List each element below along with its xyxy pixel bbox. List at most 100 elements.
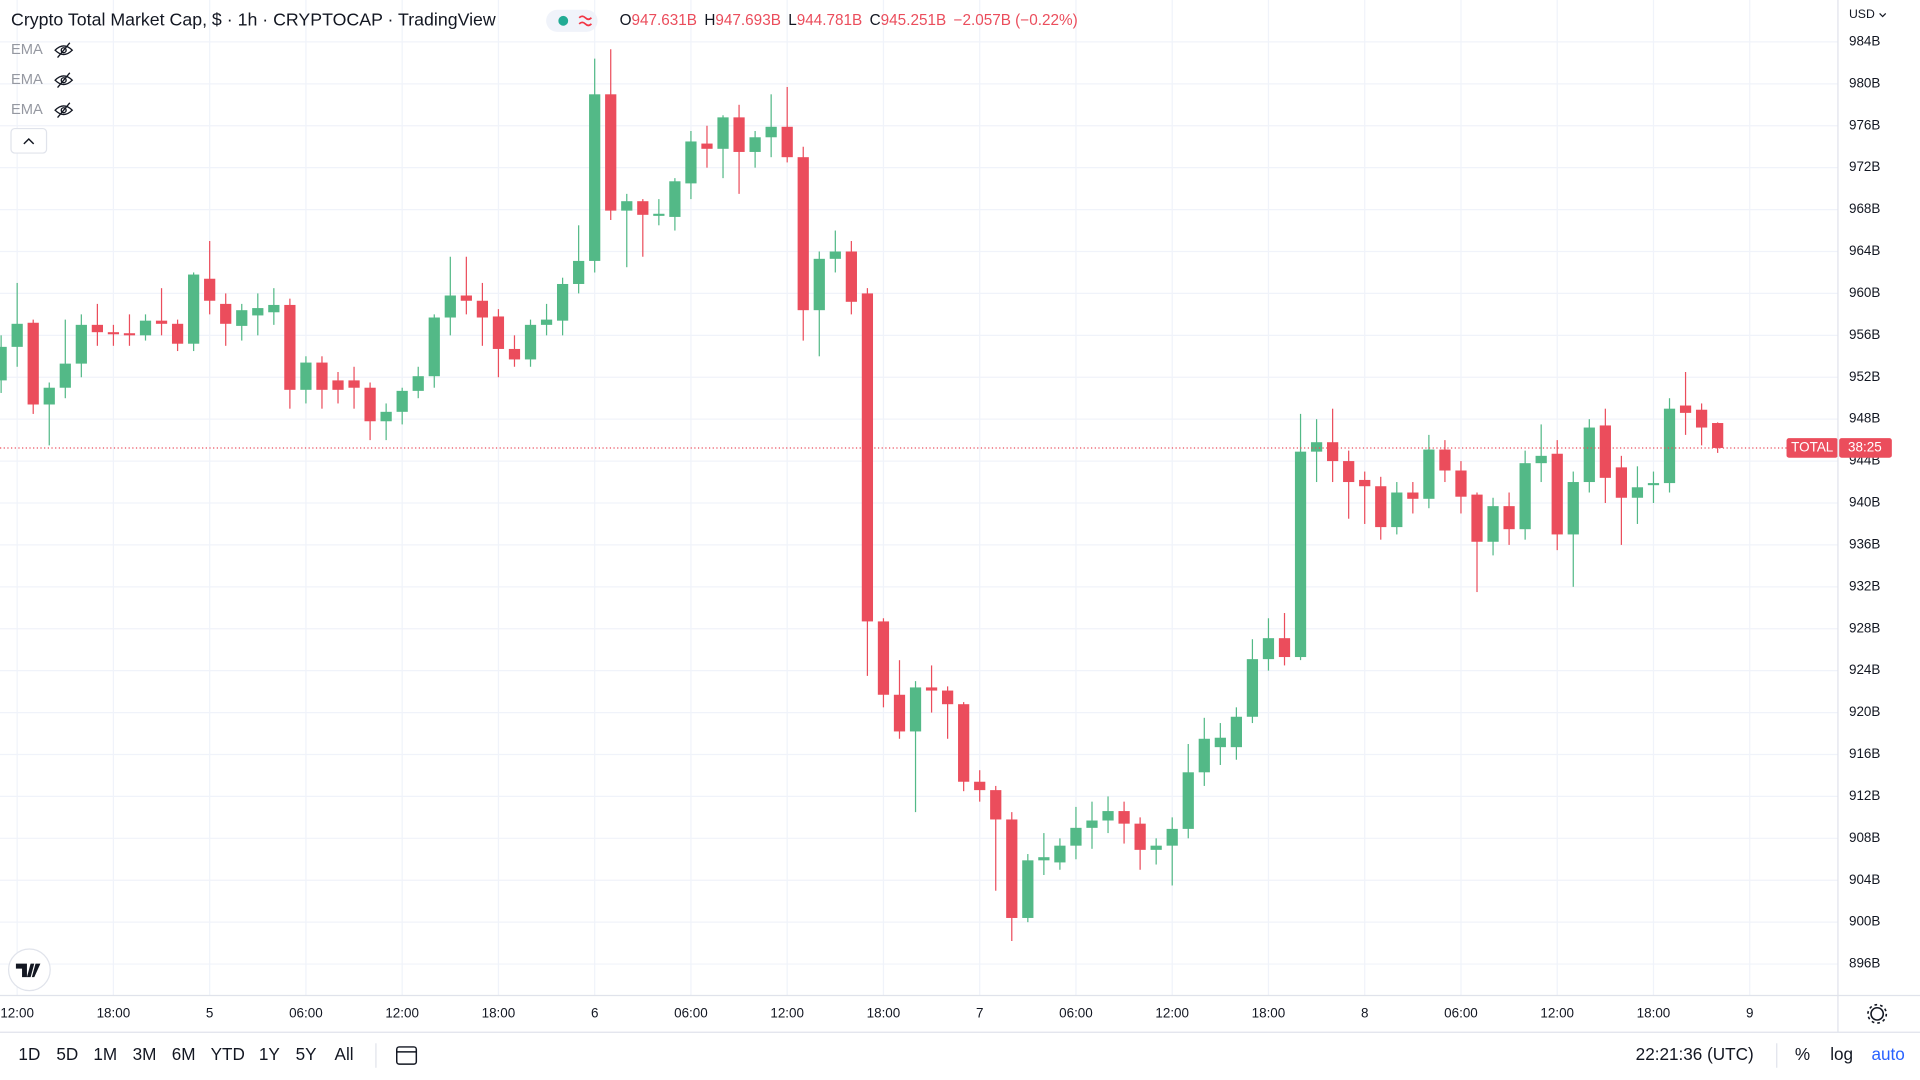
candle-body <box>540 319 553 325</box>
candle-body <box>75 324 87 364</box>
candle-body <box>1038 857 1050 861</box>
ohlc-label: O <box>620 12 632 29</box>
x-tick-label: 12:00 <box>770 1005 804 1020</box>
percent-toggle[interactable]: % <box>1795 1044 1810 1064</box>
candle-body <box>749 137 761 152</box>
candle-body <box>1631 487 1644 498</box>
logo <box>15 963 41 978</box>
x-tick-label: 8 <box>1361 1005 1368 1020</box>
indicator-name: EMA <box>11 72 43 88</box>
range-button[interactable]: 5Y <box>296 1044 318 1064</box>
candle-body <box>236 310 248 326</box>
candle-body <box>123 333 136 336</box>
candle-body <box>348 380 360 388</box>
candle-body <box>1567 482 1579 535</box>
candle-body <box>396 390 408 412</box>
candle-body <box>1198 738 1210 773</box>
candle-body <box>877 621 890 695</box>
range-button[interactable]: YTD <box>211 1044 245 1064</box>
range-button[interactable]: 1D <box>18 1044 40 1064</box>
x-tick-label: 18:00 <box>97 1005 131 1020</box>
date-range-icon[interactable] <box>396 1046 418 1065</box>
y-tick-label: 980B <box>1849 75 1880 90</box>
y-tick-label: 920B <box>1849 704 1880 719</box>
range-button[interactable]: 1M <box>93 1044 117 1064</box>
candle-body <box>412 376 424 391</box>
candle-body <box>1102 811 1114 821</box>
candle-body <box>1054 845 1066 863</box>
hidden-eye-icon[interactable] <box>54 72 74 88</box>
x-tick-label: 06:00 <box>289 1005 323 1020</box>
candle-body <box>508 348 521 360</box>
candle-body <box>332 380 344 390</box>
candle-body <box>845 251 857 302</box>
overlay: 896B 900B 904B 908B 912B 916B 920B 924B 928B 932B… <box>0 33 1892 1020</box>
candle-body <box>1327 442 1339 462</box>
x-tick-label: 12:00 <box>0 1005 34 1020</box>
candle-body <box>621 201 633 211</box>
candle-body <box>1455 470 1467 497</box>
candle-body <box>380 411 392 422</box>
grid <box>0 0 1838 996</box>
collapse-button[interactable] <box>10 127 48 154</box>
y-tick-label: 904B <box>1849 872 1880 887</box>
range-button[interactable]: 5D <box>56 1044 78 1064</box>
price-badge <box>1839 438 1892 458</box>
y-tick-label: 984B <box>1849 33 1880 48</box>
candle-body <box>300 362 312 390</box>
settings-icon[interactable] <box>1870 1006 1885 1021</box>
candle-body <box>813 258 825 311</box>
candle-body <box>781 126 793 158</box>
clock[interactable]: 22:21:36 (UTC) <box>1636 1044 1754 1064</box>
candle-body <box>252 308 264 316</box>
y-tick-label: 936B <box>1849 536 1880 551</box>
chart-title: Crypto Total Market Cap, $ · 1h · CRYPTO… <box>11 10 496 30</box>
candle-body <box>0 346 7 381</box>
x-tick-label: 18:00 <box>867 1005 901 1020</box>
range-button[interactable]: All <box>335 1044 354 1064</box>
series-badge <box>1786 438 1838 458</box>
settings-icon-teeth <box>1867 1003 1888 1024</box>
candle-body <box>605 94 617 211</box>
candle-body <box>797 157 809 311</box>
status-pill[interactable] <box>546 9 598 32</box>
candle-body <box>942 690 954 705</box>
candle-body <box>220 303 232 324</box>
candle-body <box>11 323 23 347</box>
x-tick-label: 06:00 <box>1059 1005 1093 1020</box>
hidden-eye-pupil <box>60 77 67 84</box>
candle-body <box>1182 772 1194 829</box>
range-button[interactable]: 6M <box>172 1044 196 1064</box>
ohlc-label: C <box>870 12 881 29</box>
range-button[interactable]: 1Y <box>259 1044 281 1064</box>
range-button[interactable]: 3M <box>133 1044 157 1064</box>
y-tick-label: 916B <box>1849 746 1880 761</box>
candle-body <box>1423 449 1435 499</box>
candle-body <box>1278 638 1291 658</box>
y-tick-label: 956B <box>1849 327 1880 342</box>
y-tick-label: 912B <box>1849 788 1880 803</box>
candle-body <box>1262 638 1275 660</box>
auto-toggle[interactable]: auto <box>1871 1044 1904 1064</box>
candle-body <box>1519 463 1531 530</box>
toolbar: 1D 5D 1M 3M 6M YTD 1Y 5Y All <box>18 1044 353 1064</box>
candle-body <box>107 332 120 335</box>
candle-body <box>91 324 103 333</box>
currency-label[interactable]: USD <box>1849 7 1875 21</box>
x-tick-label: 12:00 <box>1540 1005 1574 1020</box>
candle-body <box>990 790 1002 820</box>
log-toggle[interactable]: log <box>1830 1044 1853 1064</box>
candle-body <box>1712 423 1724 448</box>
hidden-eye-icon[interactable] <box>54 42 74 58</box>
candle-body <box>1471 494 1483 542</box>
x-tick-label: 18:00 <box>482 1005 516 1020</box>
candle-body <box>1407 492 1419 499</box>
hidden-eye-icon[interactable] <box>54 102 74 118</box>
candle-body <box>1310 442 1323 452</box>
hidden-eye-pupil <box>60 47 67 54</box>
candle-body <box>1503 506 1515 530</box>
candle-body <box>476 300 489 318</box>
candle-body <box>958 704 970 782</box>
x-tick-label: 06:00 <box>674 1005 708 1020</box>
candle-body <box>155 320 168 324</box>
